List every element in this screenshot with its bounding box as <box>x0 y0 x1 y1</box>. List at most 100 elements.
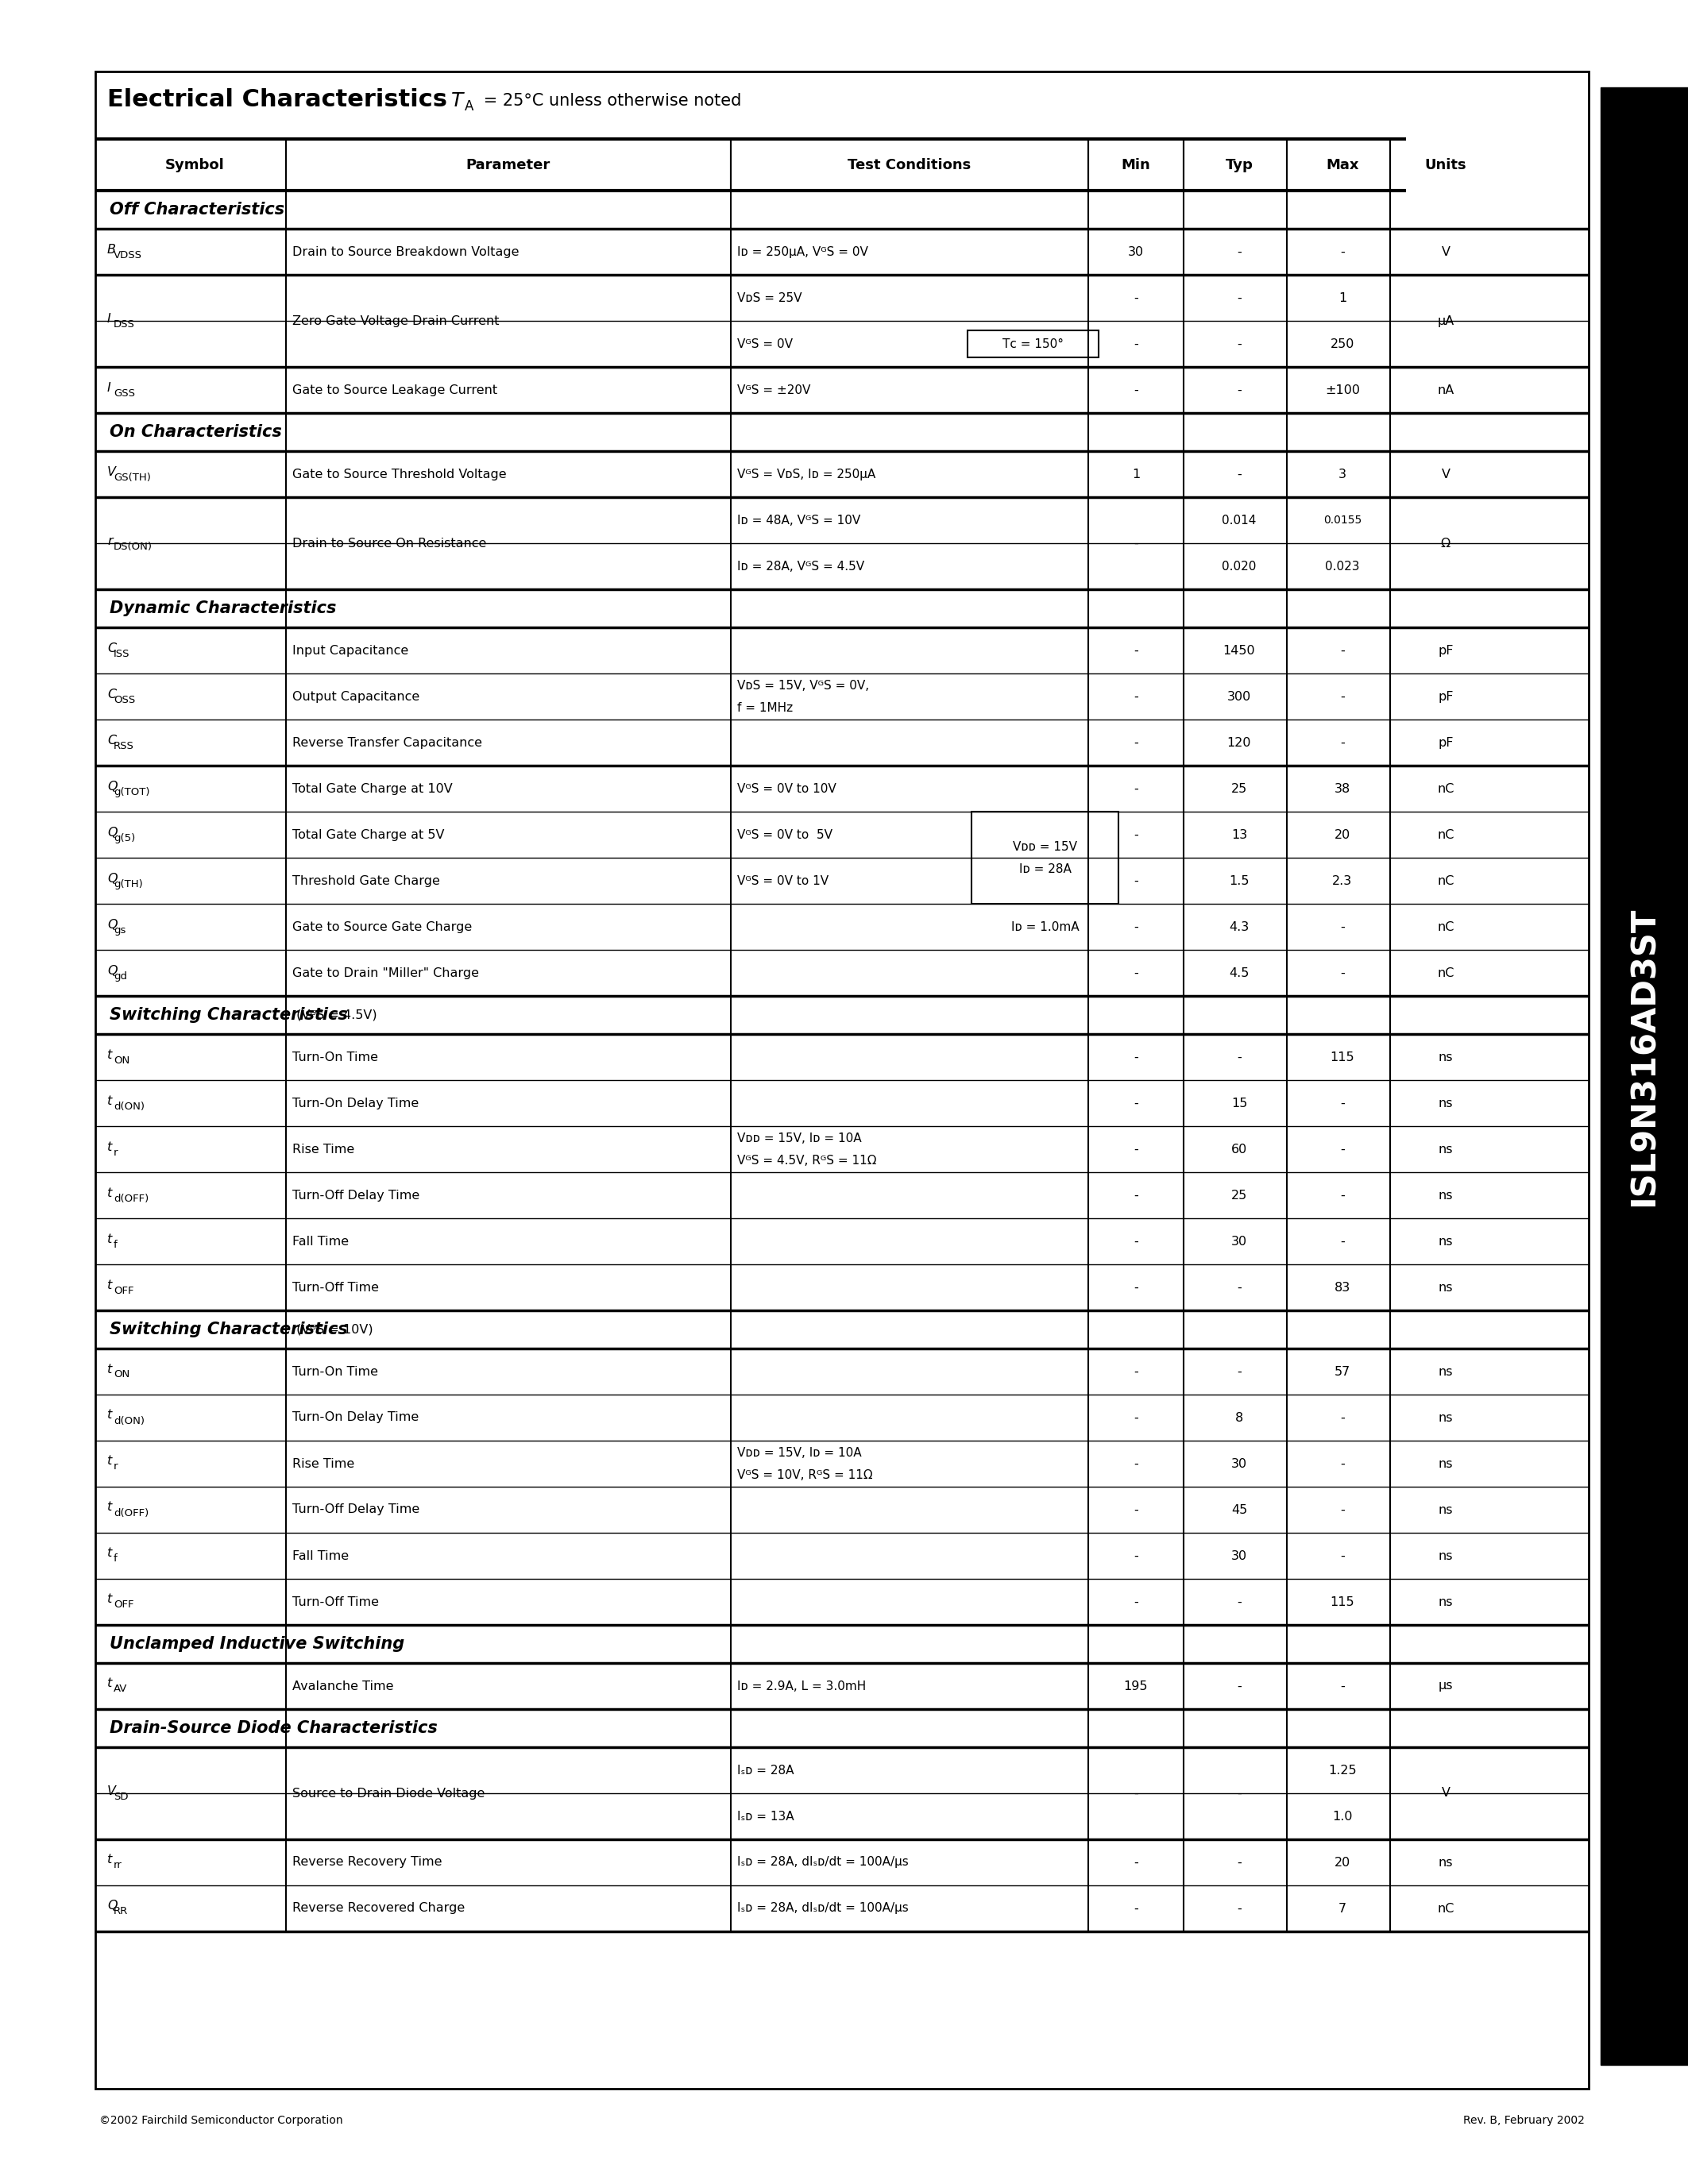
Text: ±100: ±100 <box>1325 384 1361 395</box>
Text: 115: 115 <box>1330 1051 1354 1064</box>
Text: Iᴅ = 1.0mA: Iᴅ = 1.0mA <box>1011 922 1079 933</box>
Text: -: - <box>1134 1856 1138 1867</box>
Text: -: - <box>1134 1457 1138 1470</box>
Bar <box>1600 87 1688 2064</box>
Text: Drain to Source Breakdown Voltage: Drain to Source Breakdown Voltage <box>292 247 520 258</box>
Text: d(ON): d(ON) <box>113 1415 145 1426</box>
Text: Tᴄ = 150°: Tᴄ = 150° <box>1003 339 1063 349</box>
Text: -: - <box>1134 782 1138 795</box>
Text: Iₛᴅ = 28A: Iₛᴅ = 28A <box>738 1765 793 1776</box>
Text: -: - <box>1134 1411 1138 1424</box>
Text: -: - <box>1134 644 1138 657</box>
Text: -: - <box>1237 247 1241 258</box>
Text: -: - <box>1340 247 1345 258</box>
Text: Fall Time: Fall Time <box>292 1551 349 1562</box>
Text: ns: ns <box>1438 1142 1453 1155</box>
Text: Iᴅ = 2.9A, L = 3.0mH: Iᴅ = 2.9A, L = 3.0mH <box>738 1679 866 1693</box>
Text: -: - <box>1237 1679 1241 1693</box>
Text: 0.020: 0.020 <box>1222 561 1256 572</box>
Text: ns: ns <box>1438 1856 1453 1867</box>
Text: Iᴅ = 28A: Iᴅ = 28A <box>1020 863 1072 876</box>
Text: OFF: OFF <box>113 1286 133 1295</box>
Text: GS(TH): GS(TH) <box>113 472 150 483</box>
Text: 15: 15 <box>1231 1096 1247 1109</box>
Text: -: - <box>1340 1457 1345 1470</box>
Text: pF: pF <box>1438 736 1453 749</box>
Text: 25: 25 <box>1231 782 1247 795</box>
Text: -: - <box>1237 1787 1241 1800</box>
Text: 83: 83 <box>1335 1282 1350 1293</box>
Text: Gate to Source Gate Charge: Gate to Source Gate Charge <box>292 922 473 933</box>
Text: 20: 20 <box>1335 1856 1350 1867</box>
Text: A: A <box>464 98 474 114</box>
Text: Turn-Off Delay Time: Turn-Off Delay Time <box>292 1190 420 1201</box>
Text: -: - <box>1134 690 1138 703</box>
Text: ns: ns <box>1438 1096 1453 1109</box>
Text: C: C <box>108 642 116 653</box>
Text: Zero Gate Voltage Drain Current: Zero Gate Voltage Drain Current <box>292 314 500 328</box>
Text: 1.25: 1.25 <box>1328 1765 1357 1776</box>
Text: t: t <box>108 1854 111 1865</box>
Text: nC: nC <box>1436 828 1455 841</box>
Text: -: - <box>1340 1505 1345 1516</box>
Text: 3: 3 <box>1339 467 1347 480</box>
Text: t: t <box>108 1234 111 1245</box>
Bar <box>972 812 1119 904</box>
Text: t: t <box>108 1186 111 1199</box>
Text: VᴳS = 0V: VᴳS = 0V <box>738 339 793 349</box>
Text: Turn-Off Delay Time: Turn-Off Delay Time <box>292 1505 420 1516</box>
Text: -: - <box>1134 1551 1138 1562</box>
Text: Iₛᴅ = 28A, dIₛᴅ/dt = 100A/μs: Iₛᴅ = 28A, dIₛᴅ/dt = 100A/μs <box>738 1856 908 1867</box>
Text: 20: 20 <box>1335 828 1350 841</box>
Text: nC: nC <box>1436 968 1455 978</box>
Text: Turn-On Delay Time: Turn-On Delay Time <box>292 1096 419 1109</box>
Text: -: - <box>1134 1787 1138 1800</box>
Text: pF: pF <box>1438 690 1453 703</box>
Text: ns: ns <box>1438 1411 1453 1424</box>
Text: -: - <box>1134 1236 1138 1247</box>
Text: Threshold Gate Charge: Threshold Gate Charge <box>292 876 441 887</box>
Text: 1: 1 <box>1133 467 1139 480</box>
Text: Total Gate Charge at 5V: Total Gate Charge at 5V <box>292 828 444 841</box>
Text: Switching Characteristics: Switching Characteristics <box>110 1007 348 1022</box>
Text: RR: RR <box>113 1907 128 1918</box>
Text: t: t <box>108 1094 111 1107</box>
Text: 1.5: 1.5 <box>1229 876 1249 887</box>
Text: Iₛᴅ = 13A: Iₛᴅ = 13A <box>738 1811 793 1821</box>
Text: Reverse Recovery Time: Reverse Recovery Time <box>292 1856 442 1867</box>
Text: Reverse Transfer Capacitance: Reverse Transfer Capacitance <box>292 736 483 749</box>
Text: -: - <box>1237 293 1241 304</box>
Text: t: t <box>108 1363 111 1376</box>
Text: t: t <box>108 1455 111 1468</box>
Text: Rev. B, February 2002: Rev. B, February 2002 <box>1463 2114 1585 2125</box>
Text: V: V <box>1442 467 1450 480</box>
Text: r: r <box>113 1461 118 1472</box>
Text: -: - <box>1134 339 1138 349</box>
Text: = 25°C unless otherwise noted: = 25°C unless otherwise noted <box>478 94 741 109</box>
Text: nC: nC <box>1436 876 1455 887</box>
Text: 30: 30 <box>1231 1236 1247 1247</box>
Text: Ω: Ω <box>1442 537 1450 548</box>
Text: -: - <box>1340 1142 1345 1155</box>
Text: gs: gs <box>113 924 127 935</box>
Text: -: - <box>1340 690 1345 703</box>
Text: d(OFF): d(OFF) <box>113 1192 149 1203</box>
Text: -: - <box>1237 1051 1241 1064</box>
Text: 1.0: 1.0 <box>1332 1811 1352 1821</box>
Text: Vᴅᴅ = 15V, Iᴅ = 10A: Vᴅᴅ = 15V, Iᴅ = 10A <box>738 1131 861 1144</box>
Text: Turn-Off Time: Turn-Off Time <box>292 1597 378 1607</box>
Text: (VᴳS = 10V): (VᴳS = 10V) <box>292 1324 373 1334</box>
Text: C: C <box>108 734 116 747</box>
Text: nA: nA <box>1436 384 1453 395</box>
Text: V: V <box>1442 1787 1450 1800</box>
Text: -: - <box>1237 384 1241 395</box>
Text: 57: 57 <box>1335 1365 1350 1378</box>
Text: Turn-Off Time: Turn-Off Time <box>292 1282 378 1293</box>
Text: μA: μA <box>1436 314 1453 328</box>
Text: VᴳS = 0V to 1V: VᴳS = 0V to 1V <box>738 876 829 887</box>
Bar <box>95 72 1588 2088</box>
Text: 115: 115 <box>1330 1597 1354 1607</box>
Text: Q: Q <box>108 826 116 839</box>
Text: DS(ON): DS(ON) <box>113 542 152 553</box>
Text: ns: ns <box>1438 1551 1453 1562</box>
